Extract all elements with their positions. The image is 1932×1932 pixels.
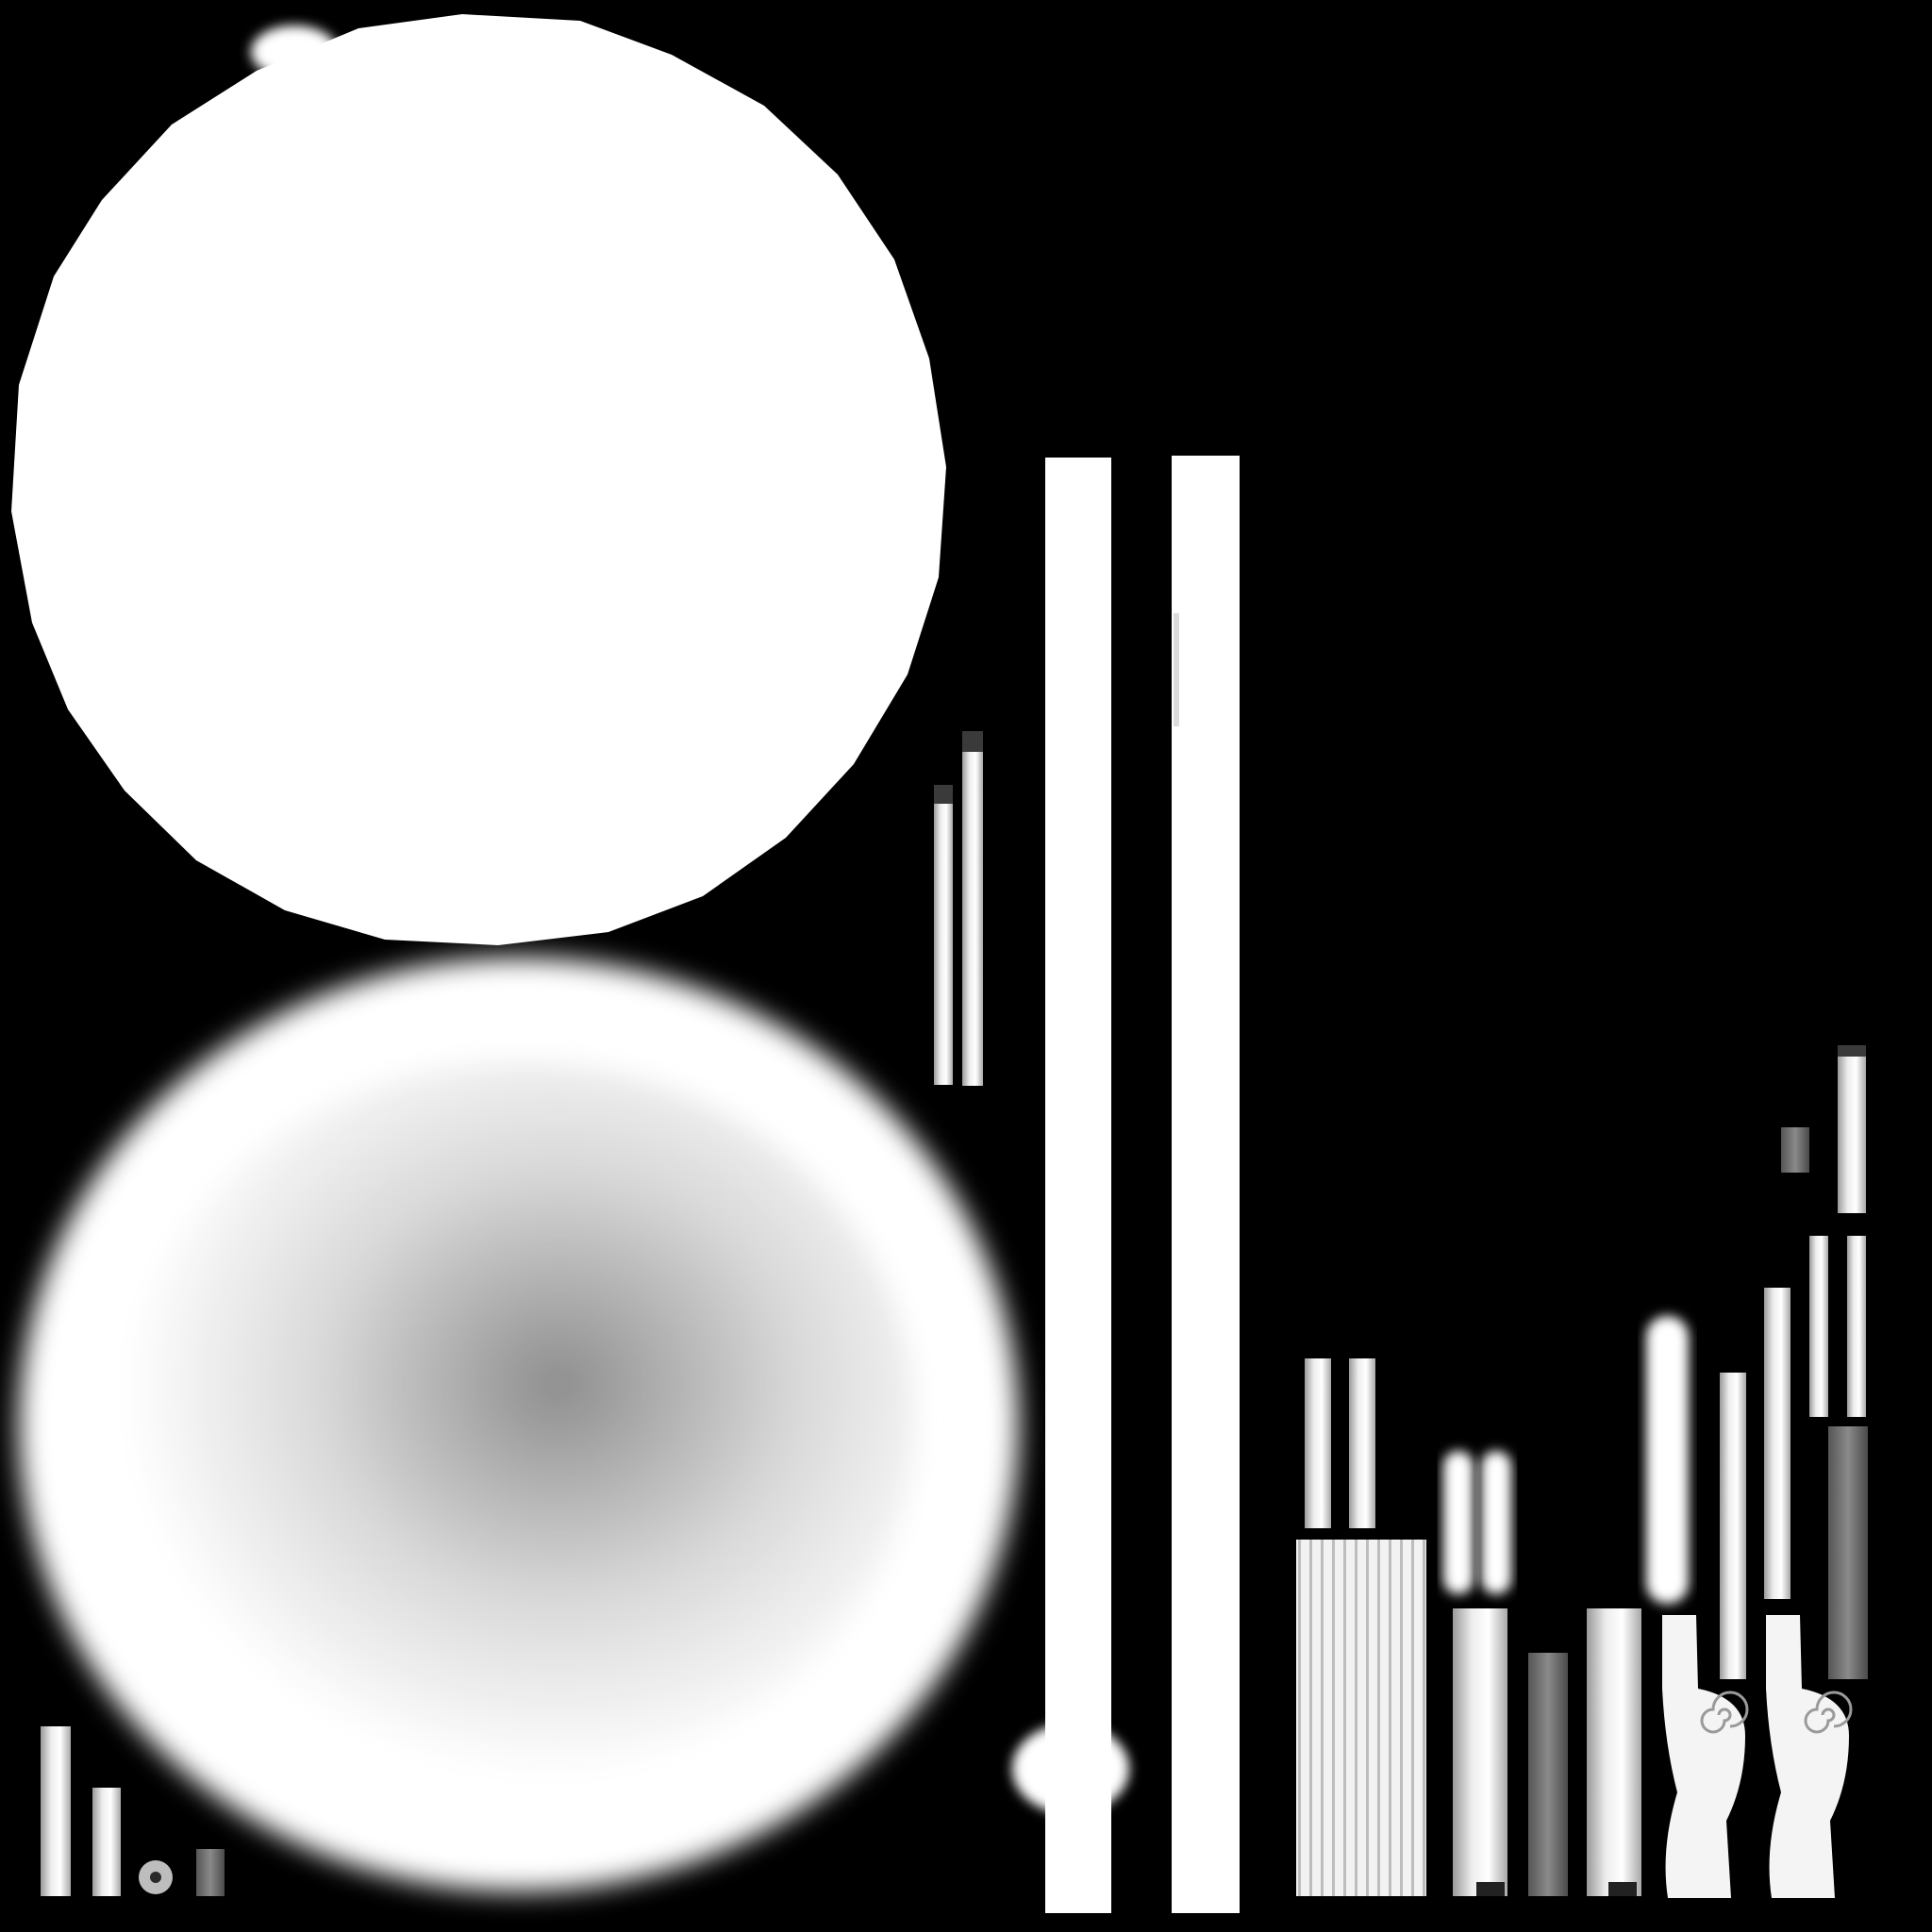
uv-striped-block-group	[1296, 1358, 1426, 1896]
uv-capsule-pair	[1443, 1451, 1511, 1594]
uv-strip-pair-small	[934, 731, 983, 1086]
uv-strips-bottom-right	[1453, 1045, 1868, 1896]
uv-column-left	[1045, 458, 1111, 1913]
uv-island-top-disc	[11, 14, 946, 945]
uv-island-bottom-disc	[19, 958, 1019, 1891]
uv-curl-piece-left	[1662, 1615, 1749, 1898]
spiral-icon	[1700, 1690, 1749, 1734]
uv-curl-piece-right	[1766, 1615, 1853, 1898]
spiral-icon	[1804, 1690, 1853, 1734]
uv-column-right-seam	[1174, 613, 1179, 726]
uv-column-right	[1172, 456, 1240, 1913]
uv-column-left-blob	[1012, 1724, 1129, 1814]
uv-island-top-blur-nub	[251, 25, 338, 78]
uv-small-pieces-left	[41, 1726, 225, 1896]
